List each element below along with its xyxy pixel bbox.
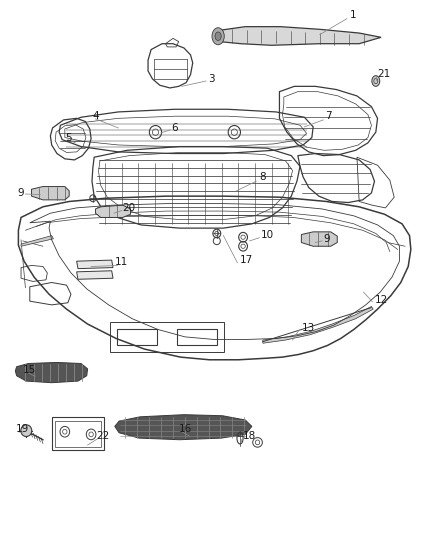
Polygon shape bbox=[301, 232, 337, 246]
Polygon shape bbox=[77, 260, 113, 269]
Polygon shape bbox=[219, 27, 381, 45]
Text: 11: 11 bbox=[115, 257, 128, 267]
Text: 7: 7 bbox=[325, 111, 332, 121]
Text: 13: 13 bbox=[301, 323, 314, 333]
Polygon shape bbox=[21, 236, 53, 246]
Text: 21: 21 bbox=[378, 69, 391, 78]
Polygon shape bbox=[263, 306, 373, 343]
Text: 9: 9 bbox=[18, 188, 24, 198]
Polygon shape bbox=[115, 415, 252, 440]
Ellipse shape bbox=[21, 425, 32, 437]
Ellipse shape bbox=[372, 76, 380, 86]
Text: 5: 5 bbox=[65, 133, 71, 142]
Polygon shape bbox=[32, 187, 69, 200]
Polygon shape bbox=[95, 205, 131, 217]
Ellipse shape bbox=[212, 28, 224, 45]
Text: 18: 18 bbox=[243, 431, 256, 441]
Text: 9: 9 bbox=[323, 234, 330, 244]
Text: 6: 6 bbox=[172, 123, 178, 133]
Text: 15: 15 bbox=[23, 366, 36, 375]
Text: 17: 17 bbox=[240, 255, 253, 265]
Text: 12: 12 bbox=[374, 295, 388, 304]
Text: 3: 3 bbox=[208, 74, 215, 84]
Text: 4: 4 bbox=[93, 111, 99, 121]
Text: 8: 8 bbox=[259, 172, 266, 182]
Ellipse shape bbox=[215, 32, 221, 41]
Text: 19: 19 bbox=[15, 424, 28, 434]
Text: 22: 22 bbox=[96, 431, 110, 441]
Polygon shape bbox=[15, 362, 88, 383]
Text: 1: 1 bbox=[350, 10, 356, 20]
Text: 16: 16 bbox=[179, 424, 192, 434]
Text: 10: 10 bbox=[261, 230, 274, 239]
Polygon shape bbox=[77, 271, 113, 279]
Text: 20: 20 bbox=[123, 203, 136, 213]
